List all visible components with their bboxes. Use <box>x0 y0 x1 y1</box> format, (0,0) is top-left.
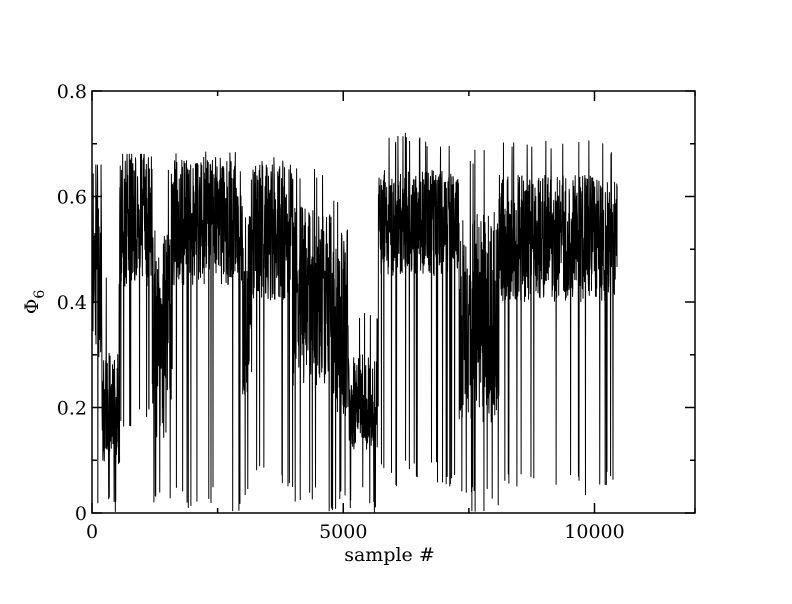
x-tick-label: 5000 <box>319 521 367 543</box>
y-axis-label-base: Φ <box>21 299 43 315</box>
x-axis-label: sample # <box>344 544 435 566</box>
series-layer <box>91 132 618 513</box>
y-axis-label: Φ6 <box>21 290 48 315</box>
y-axis-label-subscript: 6 <box>32 290 48 299</box>
y-tick-label: 0.4 <box>57 292 87 314</box>
x-tick-label: 10000 <box>564 521 624 543</box>
y-tick-label: 0.2 <box>57 398 87 420</box>
tick-layer <box>91 90 696 514</box>
data-series-line <box>91 132 618 513</box>
y-tick-label: 0 <box>75 503 87 525</box>
tick-label-layer: 0 5000 10000 0 0.2 0.4 0.6 0.8 <box>57 81 625 543</box>
y-tick-label: 0.8 <box>57 81 87 103</box>
x-tick-label: 0 <box>86 521 98 543</box>
y-tick-label: 0.6 <box>57 187 87 209</box>
